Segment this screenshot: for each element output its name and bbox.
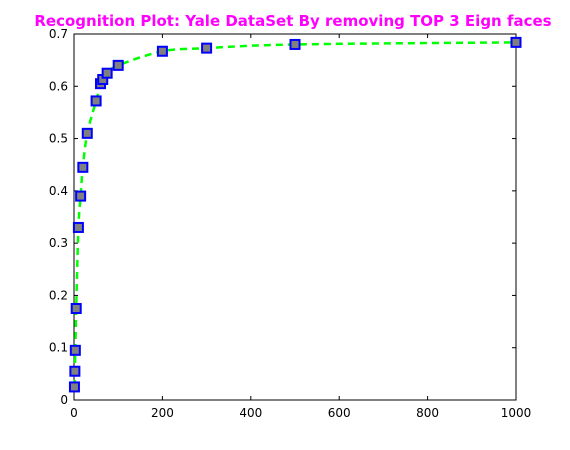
x-tick-label: 600 <box>328 406 351 420</box>
y-tick-label: 0.3 <box>49 236 68 250</box>
data-point <box>112 59 124 71</box>
x-tick-label: 400 <box>239 406 262 420</box>
data-point <box>72 221 84 233</box>
data-point <box>81 127 93 139</box>
y-tick-label: 0.6 <box>49 79 68 93</box>
data-point <box>68 381 80 393</box>
plot-area-frame <box>73 33 517 401</box>
data-point <box>70 303 82 314</box>
data-point <box>69 344 81 356</box>
y-tick-label: 0.1 <box>49 341 68 355</box>
y-tick-label: 0.2 <box>49 288 68 302</box>
axis-ticks <box>73 33 517 401</box>
data-point <box>77 161 89 173</box>
x-tick-label: 800 <box>416 406 439 420</box>
y-tick-label: 0.7 <box>49 27 68 41</box>
data-point <box>69 365 81 377</box>
x-tick-label: 1000 <box>501 406 532 420</box>
data-point <box>90 95 102 107</box>
data-point <box>289 38 301 50</box>
y-tick-label: 0.5 <box>49 132 68 146</box>
x-tick-label: 200 <box>151 406 174 420</box>
series-line <box>73 41 517 387</box>
data-point <box>75 190 87 202</box>
data-point <box>101 67 113 79</box>
y-tick-label: 0.4 <box>49 184 68 198</box>
tick-labels: 0 200 400 600 800 1000 0 0.1 0.2 0.3 0.4 0.5 0.6 0.7 <box>49 27 531 420</box>
x-tick-label: 0 <box>70 406 78 420</box>
y-tick-label: 0 <box>60 393 68 407</box>
data-point <box>201 42 213 54</box>
series-markers <box>68 36 522 393</box>
chart-title: Recognition Plot: Yale DataSet By removi… <box>34 12 551 30</box>
data-point <box>156 45 168 57</box>
data-point <box>510 36 522 48</box>
